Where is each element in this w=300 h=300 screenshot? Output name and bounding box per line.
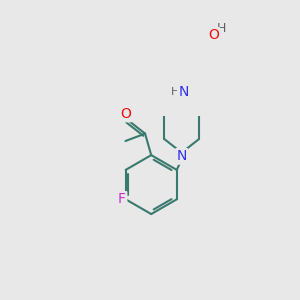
Text: O: O (208, 28, 219, 42)
Text: O: O (120, 107, 131, 121)
Text: N: N (176, 149, 187, 164)
Text: H: H (171, 87, 180, 97)
Text: N: N (178, 85, 189, 99)
Text: F: F (118, 192, 126, 206)
Text: H: H (217, 22, 226, 35)
